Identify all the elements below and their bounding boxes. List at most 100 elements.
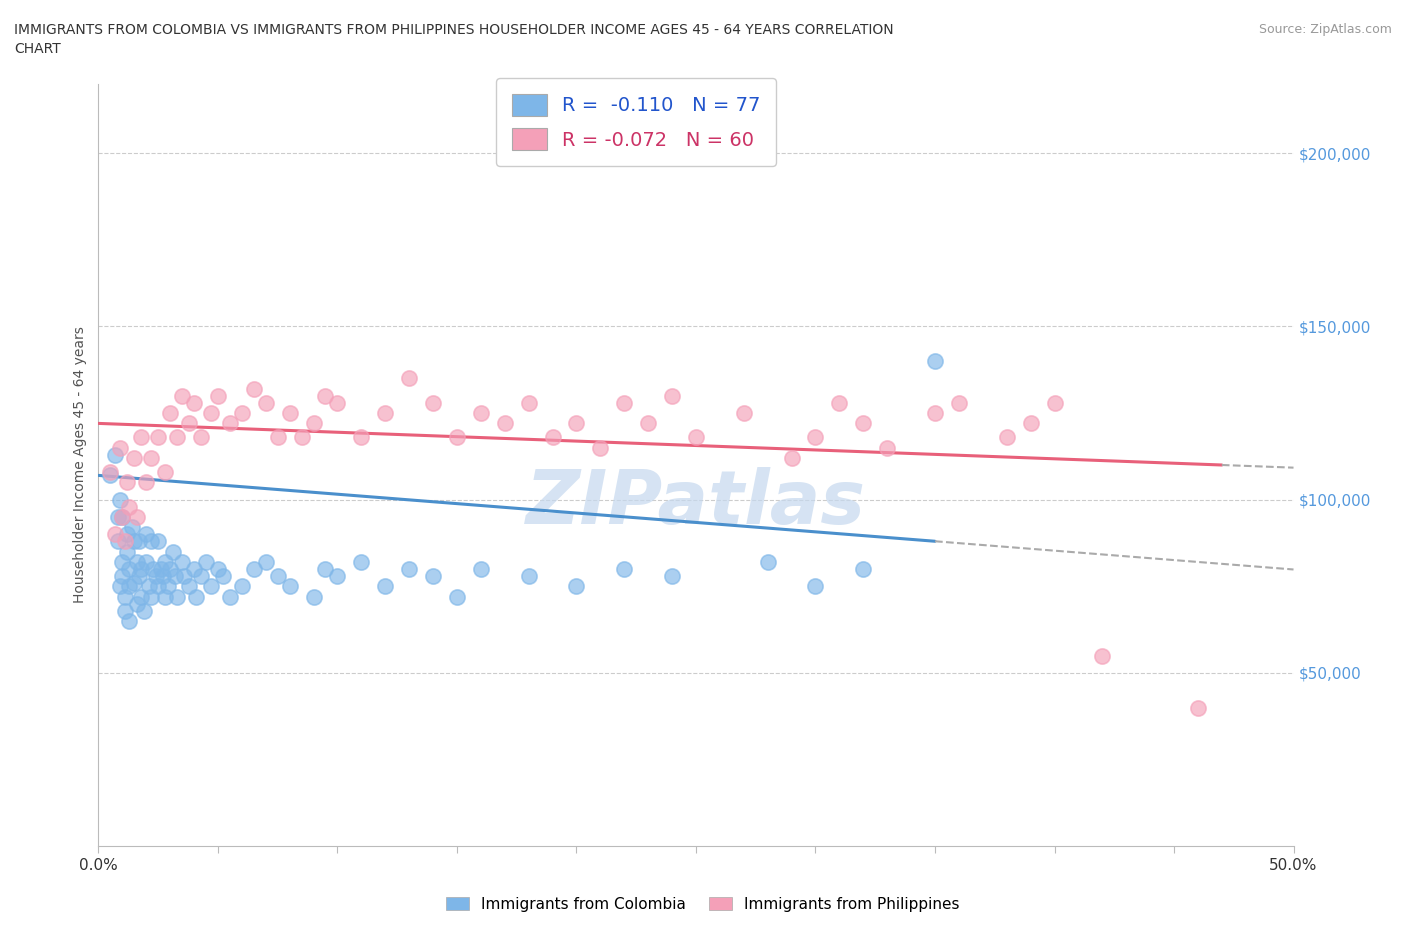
- Point: [172, 554, 194, 569]
- Point: [131, 430, 153, 445]
- Point: [156, 578, 179, 593]
- Point: [124, 451, 146, 466]
- Point: [231, 578, 253, 593]
- Point: [278, 405, 301, 420]
- Point: [685, 430, 707, 445]
- Point: [243, 562, 266, 577]
- Point: [243, 381, 266, 396]
- Point: [125, 596, 148, 611]
- Point: [139, 590, 162, 604]
- Point: [118, 562, 141, 577]
- Point: [661, 388, 683, 403]
- Point: [924, 405, 946, 420]
- Point: [179, 578, 201, 593]
- Point: [138, 578, 160, 593]
- Point: [470, 405, 492, 420]
- Point: [108, 578, 131, 593]
- Point: [139, 451, 162, 466]
- Point: [565, 578, 588, 593]
- Point: [118, 578, 141, 593]
- Point: [148, 578, 170, 593]
- Point: [124, 534, 146, 549]
- Point: [613, 395, 636, 410]
- Point: [302, 590, 325, 604]
- Point: [121, 520, 143, 535]
- Point: [517, 395, 540, 410]
- Point: [128, 534, 150, 549]
- Point: [139, 534, 162, 549]
- Point: [163, 568, 186, 583]
- Point: [780, 451, 803, 466]
- Point: [446, 590, 468, 604]
- Point: [326, 395, 349, 410]
- Point: [111, 510, 134, 525]
- Point: [374, 405, 396, 420]
- Point: [231, 405, 253, 420]
- Point: [446, 430, 468, 445]
- Point: [183, 562, 205, 577]
- Point: [661, 568, 683, 583]
- Point: [111, 510, 134, 525]
- Point: [166, 430, 188, 445]
- Point: [804, 430, 827, 445]
- Point: [104, 447, 127, 462]
- Point: [108, 440, 131, 455]
- Point: [142, 562, 165, 577]
- Point: [155, 554, 177, 569]
- Point: [118, 614, 141, 629]
- Point: [152, 568, 174, 583]
- Point: [183, 395, 205, 410]
- Text: IMMIGRANTS FROM COLOMBIA VS IMMIGRANTS FROM PHILIPPINES HOUSEHOLDER INCOME AGES : IMMIGRANTS FROM COLOMBIA VS IMMIGRANTS F…: [14, 23, 894, 37]
- Point: [541, 430, 564, 445]
- Point: [613, 562, 636, 577]
- Point: [422, 395, 444, 410]
- Point: [115, 527, 138, 542]
- Point: [159, 562, 181, 577]
- Point: [422, 568, 444, 583]
- Point: [733, 405, 755, 420]
- Point: [149, 562, 172, 577]
- Point: [135, 527, 157, 542]
- Point: [107, 510, 129, 525]
- Point: [1187, 700, 1209, 715]
- Text: CHART: CHART: [14, 42, 60, 56]
- Point: [111, 554, 134, 569]
- Legend: R =  -0.110   N = 77, R = -0.072   N = 60: R = -0.110 N = 77, R = -0.072 N = 60: [496, 78, 776, 166]
- Point: [852, 416, 875, 431]
- Point: [350, 554, 373, 569]
- Point: [995, 430, 1018, 445]
- Point: [159, 405, 181, 420]
- Point: [315, 388, 337, 403]
- Point: [162, 544, 184, 559]
- Text: Source: ZipAtlas.com: Source: ZipAtlas.com: [1258, 23, 1392, 36]
- Point: [98, 464, 122, 479]
- Point: [200, 578, 222, 593]
- Point: [166, 590, 188, 604]
- Point: [1019, 416, 1042, 431]
- Point: [398, 562, 420, 577]
- Point: [1043, 395, 1066, 410]
- Point: [326, 568, 349, 583]
- Point: [118, 499, 141, 514]
- Point: [128, 568, 150, 583]
- Point: [131, 562, 153, 577]
- Point: [179, 416, 201, 431]
- Point: [190, 430, 212, 445]
- Point: [115, 475, 138, 490]
- Point: [291, 430, 314, 445]
- Point: [278, 578, 301, 593]
- Point: [114, 534, 136, 549]
- Point: [756, 554, 779, 569]
- Y-axis label: Householder Income Ages 45 - 64 years: Householder Income Ages 45 - 64 years: [73, 326, 87, 604]
- Point: [155, 590, 177, 604]
- Point: [132, 604, 155, 618]
- Point: [131, 590, 153, 604]
- Point: [186, 590, 208, 604]
- Point: [125, 510, 148, 525]
- Point: [828, 395, 851, 410]
- Point: [517, 568, 540, 583]
- Point: [254, 554, 277, 569]
- Point: [114, 590, 136, 604]
- Point: [195, 554, 218, 569]
- Point: [148, 430, 170, 445]
